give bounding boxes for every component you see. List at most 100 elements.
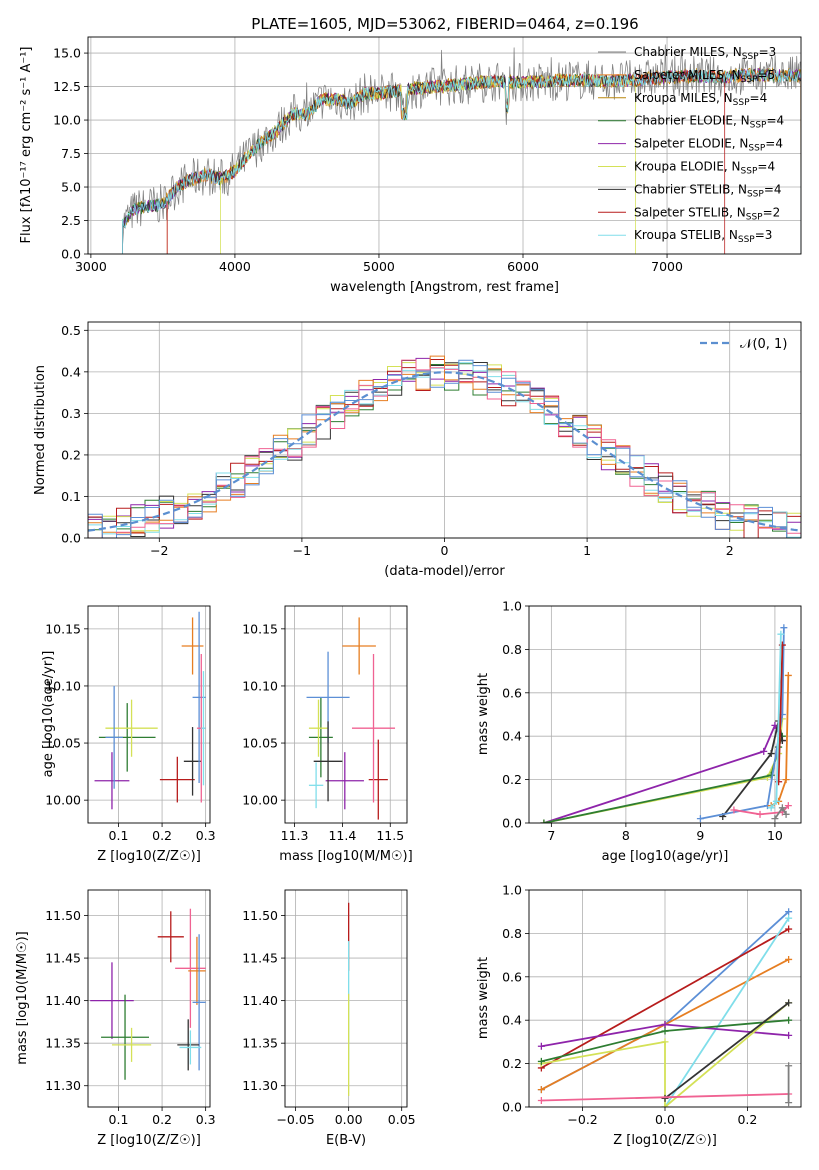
y-axis-label: Normed distribution [33,365,48,495]
point-marker [785,999,793,1007]
legend-subscript: SSP [741,75,758,85]
point-marker [780,624,788,632]
point-marker [661,1103,669,1107]
legend-label: Salpeter STELIB, NSSP=2 [634,205,780,222]
plot-area [88,355,801,538]
plot-area [122,44,801,254]
point-marker [784,671,792,679]
y-tick-label: 0.3 [61,406,81,421]
y-tick-label: 0.8 [502,642,522,657]
plot-area [90,908,206,1080]
y-tick-label: 0.6 [502,969,522,984]
x-tick-label: 0 [441,543,449,558]
y-tick-label: 0.2 [502,1056,522,1071]
x-tick-label: 0.05 [388,1112,416,1127]
point-marker [537,1057,545,1065]
series-line [541,1002,790,1107]
y-tick-label: 10.15 [242,621,278,636]
x-tick-label: 10 [767,828,783,843]
x-axis-label: Z [log10(Z/Z☉)] [97,1133,201,1148]
x-axis-label: age [log10(age/yr)] [602,849,729,864]
y-tick-label: 11.35 [242,1036,278,1051]
x-tick-label: −0.2 [567,1112,597,1127]
y-axis-label: mass [log10(M/M☉)] [15,931,30,1064]
point-marker [696,815,704,823]
y-tick-label: 11.30 [242,1078,278,1093]
x-tick-label: 11.3 [281,828,309,843]
x-axis-label: Z [log10(Z/Z☉)] [97,849,201,864]
legend: Chabrier MILES, NSSP=3 Salpeter MILES, NS… [598,45,784,245]
point-marker [782,776,790,784]
point-marker [730,806,738,814]
y-tick-label: 11.50 [45,908,81,923]
y-tick-label: 10.00 [242,793,278,808]
series-line [543,718,784,823]
y-axis-label: Flux [fλ10⁻¹⁷ erg cm⁻² s⁻¹ A⁻¹] [19,47,34,244]
normal-curve [88,371,801,532]
legend-subscript: SSP [742,52,759,62]
x-tick-label: 1 [583,543,591,558]
legend-subscript: SSP [748,144,765,154]
legend-value: =4 [765,137,783,151]
plot-area [306,617,396,820]
series-line [777,645,784,782]
x-tick-label: 4000 [219,259,251,274]
x-tick-label: 7 [547,828,555,843]
series-line [664,1002,790,1100]
y-tick-label: 11.45 [242,951,278,966]
x-tick-label: 0.3 [196,828,216,843]
y-tick-label: 10.00 [45,793,81,808]
point-marker [785,1099,793,1107]
y-tick-label: 15.0 [53,46,81,61]
x-tick-label: 8 [622,828,630,843]
legend-label: Kroupa MILES, NSSP=4 [634,91,767,108]
point-marker [772,797,780,805]
y-tick-label: 10.10 [45,678,81,693]
x-tick-label: 11.5 [376,828,404,843]
point-marker [784,802,792,810]
point-marker [785,1016,793,1024]
point-marker [661,1027,669,1035]
y-tick-label: 1.0 [502,599,522,614]
point-marker [778,804,786,812]
y-tick-label: 11.30 [45,1078,81,1093]
point-marker [782,810,790,818]
y-axis-label: mass weight [476,673,491,755]
y-tick-label: 0.8 [502,926,522,941]
panel-2: −2 −1 0 1 2 0.0 0.1 0.2 0.3 0.4 0.5 (data-model)/er… [33,321,802,579]
x-axis-label: mass [log10(M/M☉)] [279,849,412,864]
legend-subscript: SSP [741,167,758,177]
point-marker [537,1086,545,1094]
figure-title: PLATE=1605, MJD=53062, FIBERID=0464, z=0… [251,15,638,33]
y-tick-label: 0.5 [61,323,81,338]
series-line [543,724,784,823]
legend-subscript: SSP [747,189,764,199]
x-tick-label: 2 [726,543,734,558]
x-axis-label: Z [log10(Z/Z☉)] [613,1133,717,1148]
x-tick-label: −0.05 [276,1112,314,1127]
gridlines [88,606,210,823]
x-tick-label: 6000 [507,259,539,274]
axes-frame [87,605,211,824]
point-marker [537,1096,545,1104]
legend: 𝒩(0, 1) [700,337,787,352]
point-marker [777,630,785,638]
axes-frame [284,889,408,1108]
plot-area [537,908,793,1107]
x-tick-label: 0.2 [737,1112,757,1127]
y-tick-label: 10.05 [242,736,278,751]
legend-label: Chabrier ELODIE, NSSP=4 [634,114,784,131]
gridlines [529,605,801,824]
legend-label: Salpeter MILES, NSSP=5 [634,68,775,85]
y-tick-label: 0.0 [61,247,81,262]
x-tick-label: 0.1 [109,828,129,843]
point-marker [785,925,793,933]
y-tick-label: 0.4 [502,1013,522,1028]
y-tick-label: 11.40 [45,993,81,1008]
legend-value: =5 [757,68,775,82]
axes-frame [87,321,802,539]
panel-8: −0.2 0.0 0.2 0.0 0.2 0.4 0.6 0.8 1.0 Z [log10(Z/Z… [476,883,802,1148]
x-axis-label: E(B-V) [326,1133,366,1148]
legend-label: Chabrier STELIB, NSSP=4 [634,182,782,199]
